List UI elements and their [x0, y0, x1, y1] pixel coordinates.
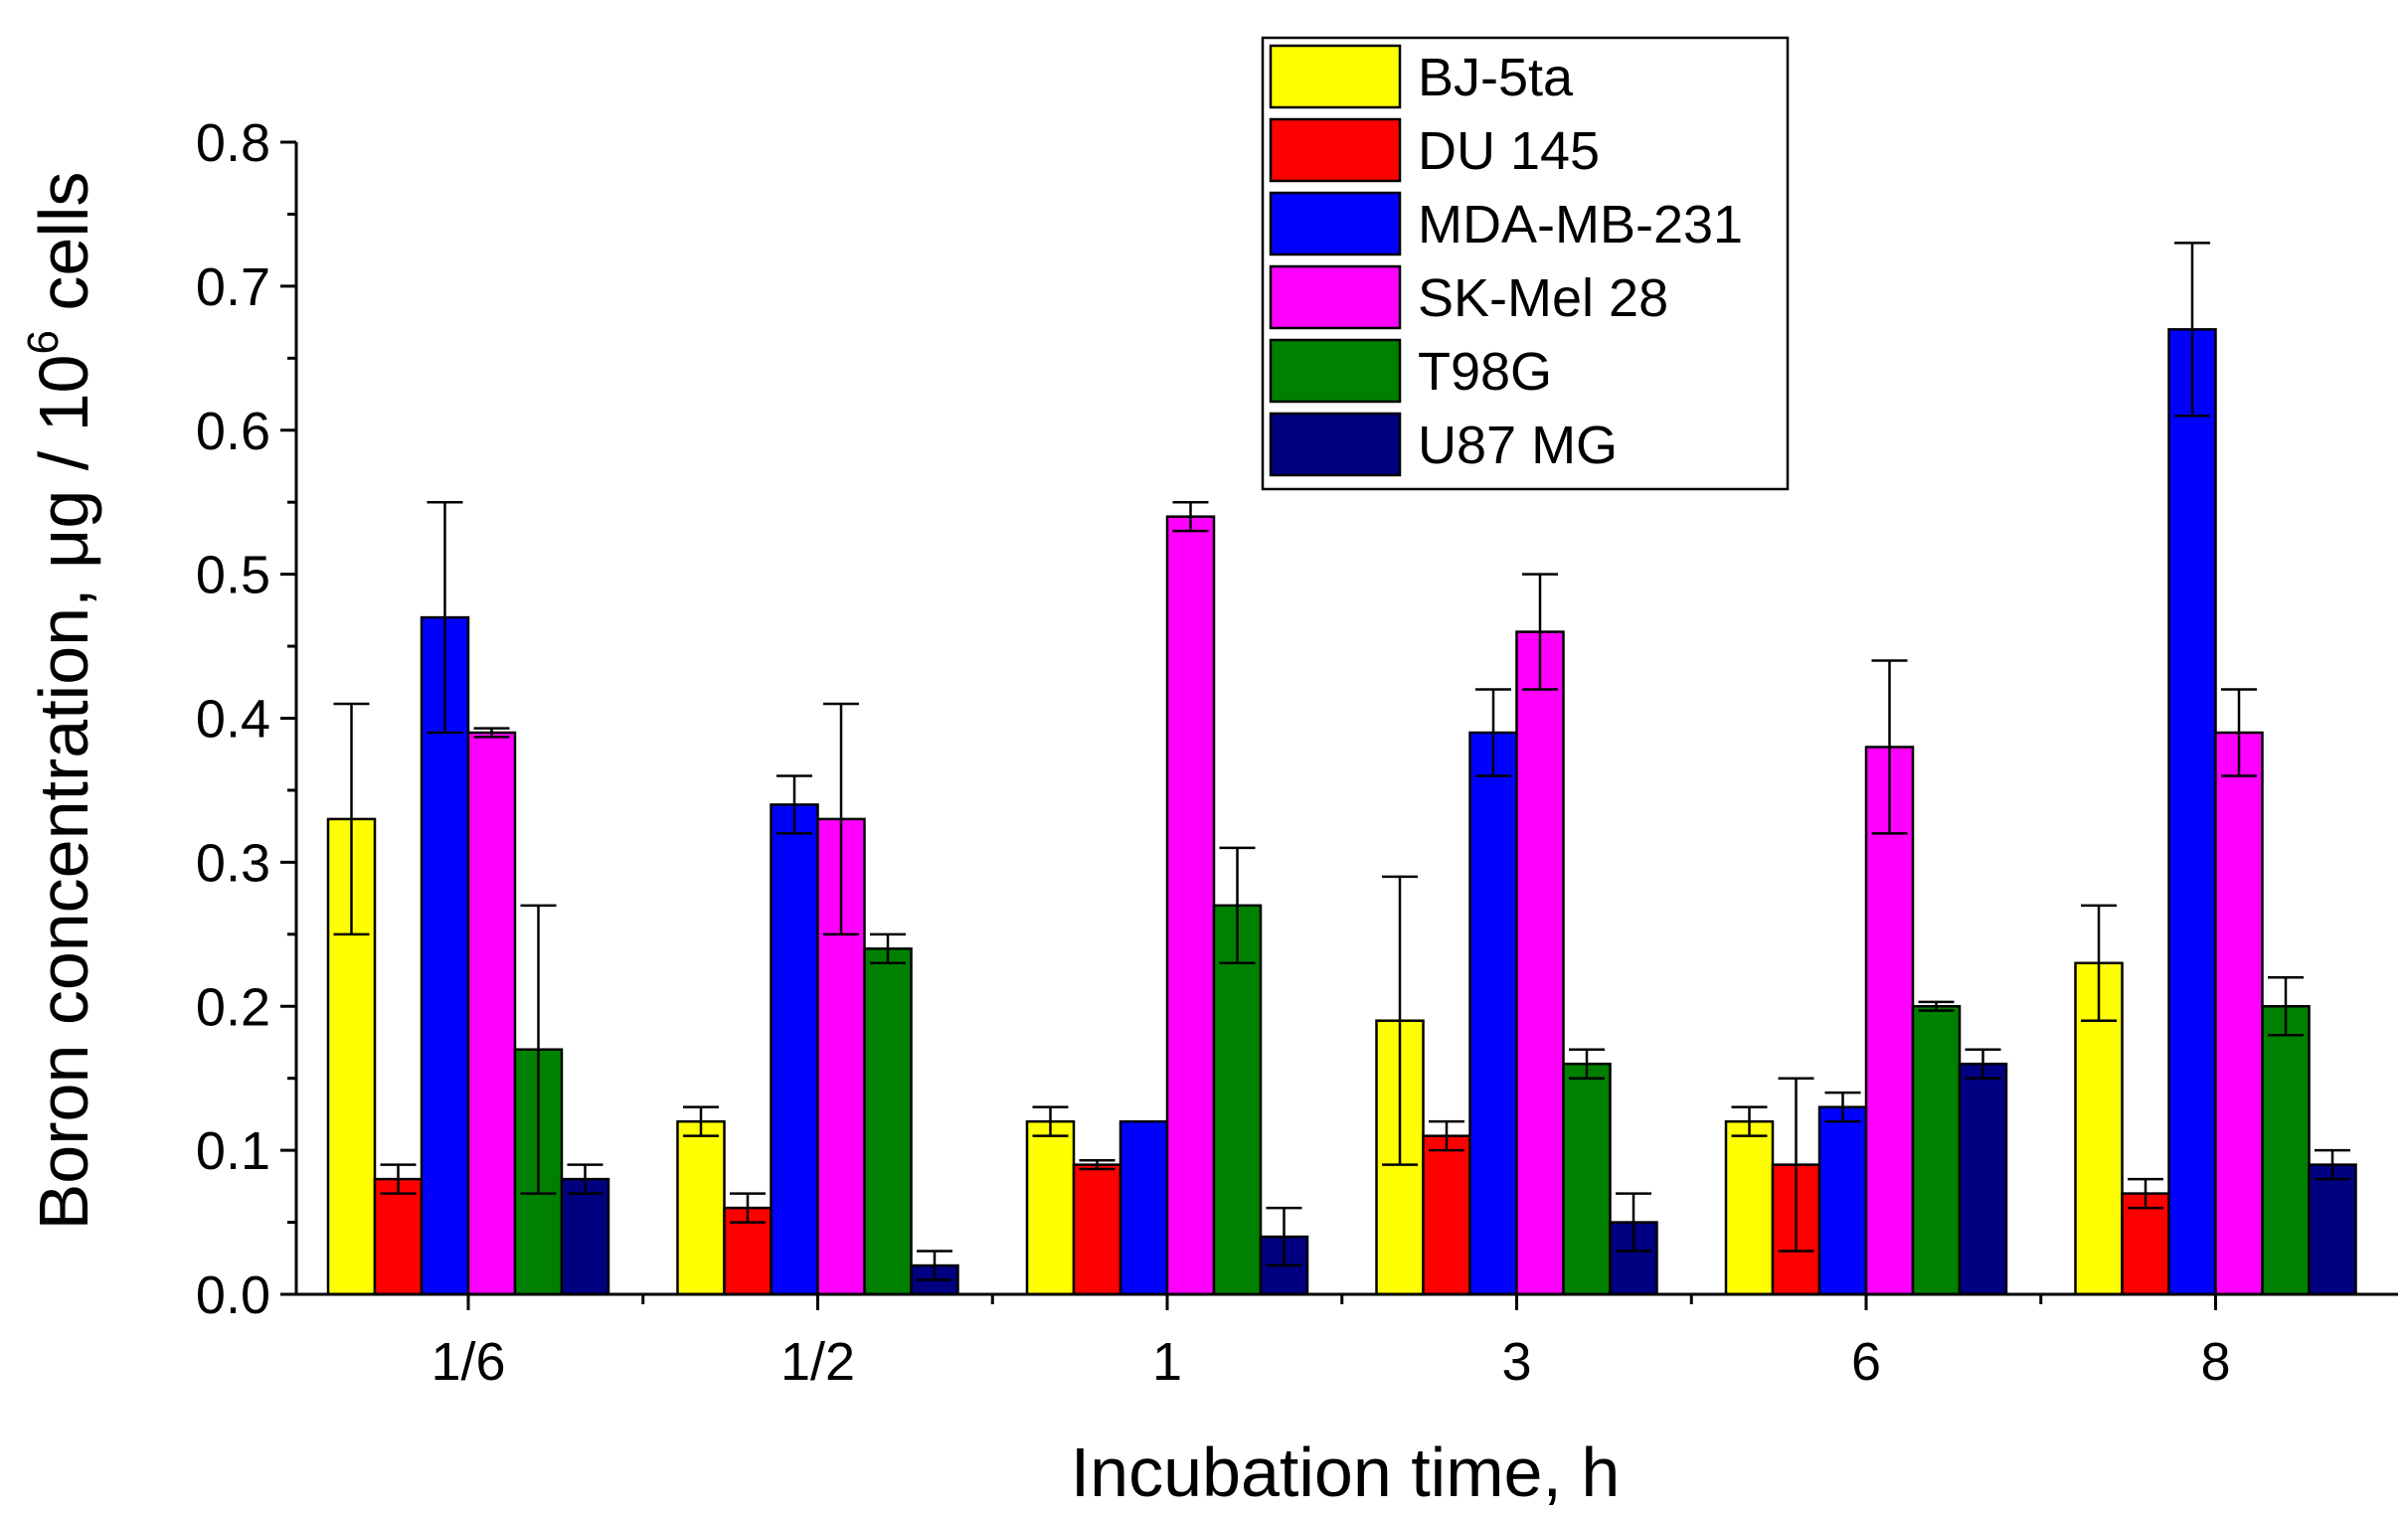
bar-2-3 [1468, 731, 1518, 1296]
x-tick-label-4: 6 [1851, 1332, 1881, 1392]
x-tick-label-1: 1/2 [780, 1332, 855, 1392]
bar-3-2 [1165, 515, 1216, 1296]
y-tick-label-2: 0.2 [196, 977, 270, 1037]
bar-3-4 [1864, 746, 1915, 1296]
legend-swatch-4 [1269, 338, 1402, 404]
bar-5-5 [2308, 1163, 2357, 1296]
bar-0-1 [676, 1119, 726, 1296]
y-axis-title-suffix: cells [25, 172, 102, 330]
y-axis-title: Boron concentration, μg / 106 cells [19, 172, 102, 1231]
bar-3-0 [466, 731, 517, 1296]
legend-label-5: U87 MG [1418, 416, 1618, 475]
x-tick-labels: 1/6 1/2 1 3 6 8 [430, 1332, 2230, 1392]
y-tick-label-4: 0.4 [196, 690, 270, 750]
x-tick-label-0: 1/6 [430, 1332, 505, 1392]
error-bars-layer [333, 242, 2350, 1281]
y-tick-labels: 0.0 0.1 0.2 0.3 0.4 0.5 0.6 0.7 0.8 [196, 113, 270, 1325]
bar-4-4 [1911, 1005, 1962, 1296]
legend-swatch-3 [1269, 264, 1402, 330]
x-tick-label-2: 1 [1152, 1332, 1182, 1392]
legend-label-0: BJ-5ta [1418, 48, 1574, 107]
x-tick-label-5: 8 [2200, 1332, 2230, 1392]
legend: BJ-5ta DU 145 MDA-MB-231 SK-Mel 28 T98G U87 M… [1261, 36, 1790, 491]
bar-0-4 [1724, 1119, 1775, 1296]
legend-swatch-0 [1269, 44, 1402, 109]
axes [280, 140, 2398, 1310]
y-axis-title-superscript: 6 [19, 330, 68, 354]
bar-0-2 [1025, 1119, 1076, 1296]
bar-1-5 [2121, 1192, 2170, 1296]
x-axis-title: Incubation time, h [1071, 1433, 1621, 1511]
bar-4-5 [2261, 1005, 2311, 1296]
y-axis-title-main: Boron concentration, μg / 10 [25, 355, 102, 1231]
legend-swatch-2 [1269, 191, 1402, 256]
bar-1-3 [1422, 1134, 1471, 1296]
y-tick-label-3: 0.3 [196, 833, 270, 893]
y-tick-label-8: 0.8 [196, 113, 270, 173]
y-tick-label-1: 0.1 [196, 1121, 270, 1181]
legend-label-2: MDA-MB-231 [1418, 195, 1743, 254]
bar-2-1 [770, 803, 819, 1296]
legend-swatch-5 [1269, 412, 1402, 477]
bar-5-4 [1958, 1062, 2008, 1296]
y-tick-label-7: 0.7 [196, 257, 270, 317]
bar-4-2 [1212, 904, 1263, 1296]
y-tick-label-5: 0.5 [196, 546, 270, 605]
bar-3-5 [2214, 731, 2264, 1296]
y-tick-label-0: 0.0 [196, 1265, 270, 1325]
bar-1-2 [1072, 1163, 1122, 1296]
bar-1-0 [373, 1177, 424, 1296]
bar-5-0 [560, 1177, 610, 1296]
x-tick-label-3: 3 [1501, 1332, 1531, 1392]
bar-3-3 [1515, 630, 1565, 1296]
legend-label-1: DU 145 [1418, 121, 1600, 181]
legend-label-4: T98G [1418, 342, 1552, 402]
y-tick-label-6: 0.6 [196, 402, 270, 461]
bar-2-5 [2167, 328, 2217, 1296]
legend-label-3: SK-Mel 28 [1418, 268, 1668, 328]
bar-4-1 [863, 947, 913, 1296]
legend-swatch-1 [1269, 117, 1402, 183]
bar-2-2 [1118, 1119, 1169, 1296]
bar-4-3 [1562, 1062, 1612, 1296]
bar-2-4 [1817, 1105, 1868, 1296]
